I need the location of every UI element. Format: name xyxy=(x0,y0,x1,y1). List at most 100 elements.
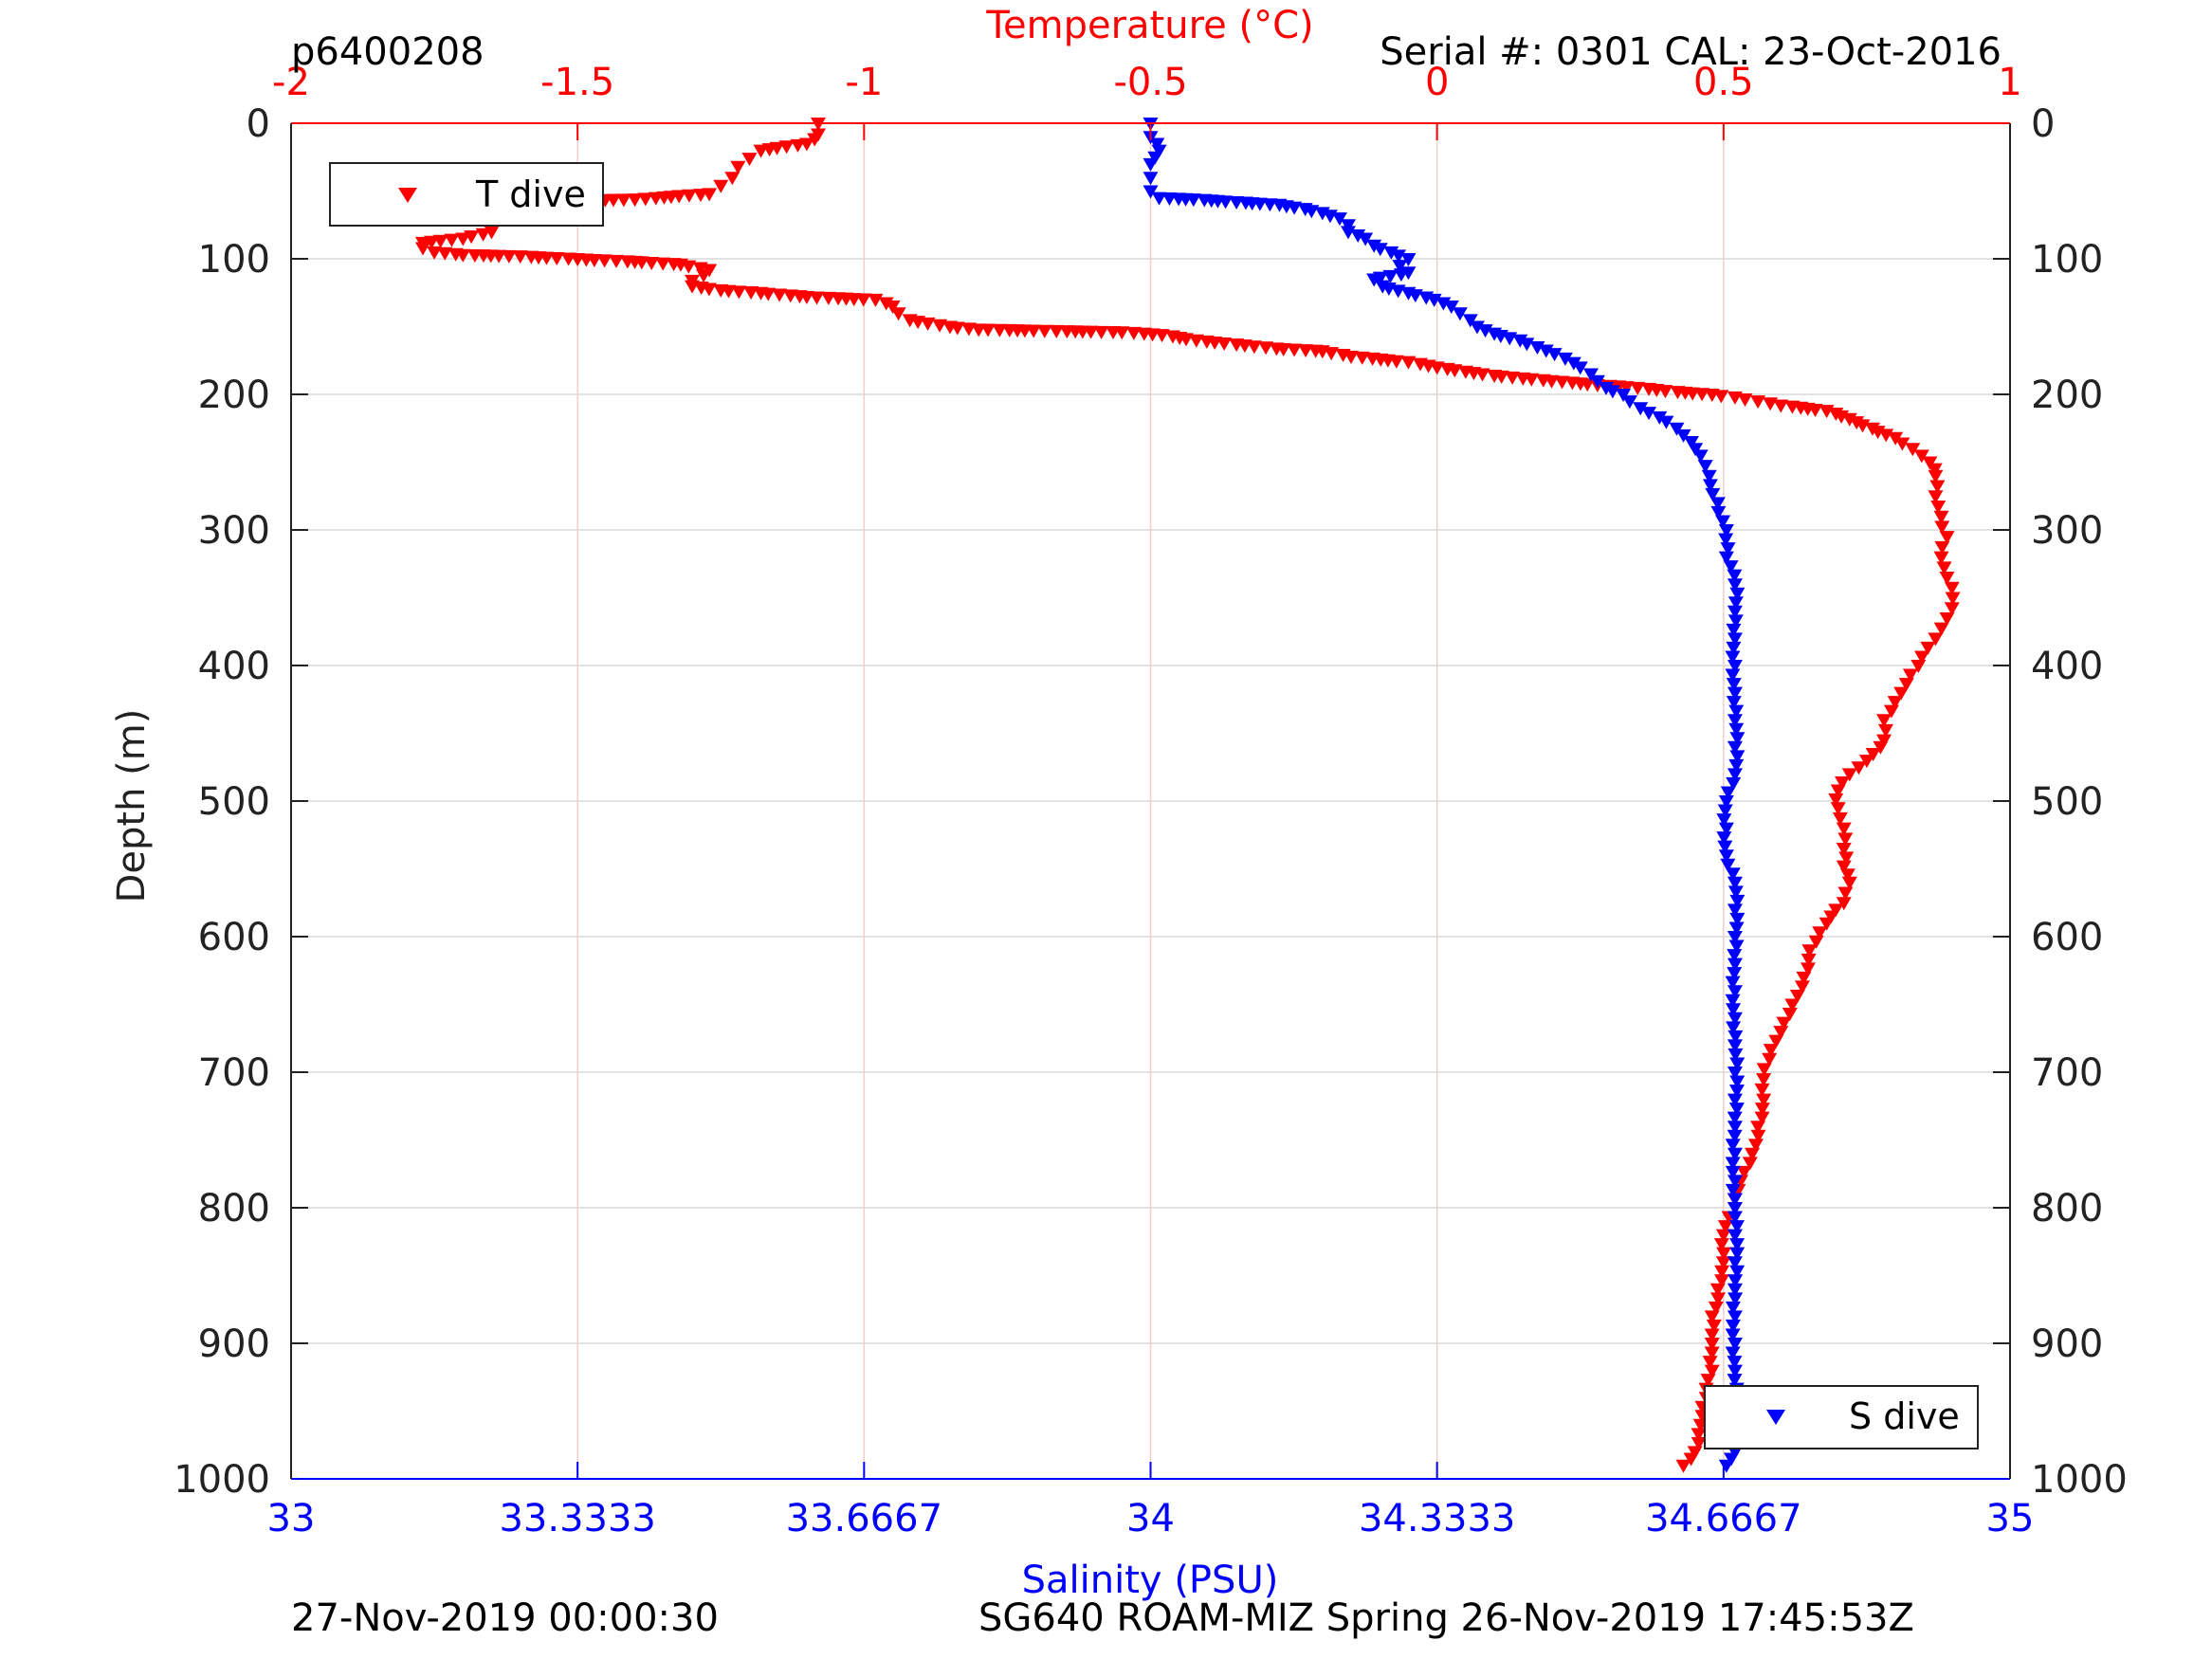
salinity-point xyxy=(1725,1165,1741,1179)
salinity-point xyxy=(1709,497,1726,511)
legend-temperature-label: T dive xyxy=(475,173,586,215)
temperature-point xyxy=(1715,1229,1731,1243)
salinity-point xyxy=(1729,750,1746,764)
temperature-point xyxy=(1913,449,1929,464)
salinity-point xyxy=(1407,289,1423,303)
salinity-point xyxy=(1149,137,1165,152)
temperature-point xyxy=(1049,324,1065,338)
y-tick-label-left: 700 xyxy=(198,1051,270,1095)
temperature-point xyxy=(790,138,806,153)
temperature-point xyxy=(414,242,430,256)
salinity-point xyxy=(1147,151,1163,165)
salinity-point xyxy=(1692,449,1709,464)
salinity-point xyxy=(1185,193,1201,208)
salinity-point xyxy=(1727,632,1743,647)
temperature-point xyxy=(696,269,712,283)
salinity-point xyxy=(1729,912,1746,926)
salinity-point xyxy=(1358,232,1374,246)
temperature-point xyxy=(1742,1157,1758,1171)
temperature-point xyxy=(890,307,906,321)
y-tick-label-right: 700 xyxy=(2031,1051,2103,1095)
y-tick-label-left: 300 xyxy=(198,509,270,553)
temperature-point xyxy=(1782,1008,1798,1022)
salinity-point xyxy=(1658,415,1674,429)
salinity-point xyxy=(1469,320,1485,335)
y-tick-label-left: 100 xyxy=(198,238,270,282)
bottom-x-tick-label: 33.3333 xyxy=(499,1497,655,1540)
temperature-point xyxy=(1275,342,1291,356)
salinity-point xyxy=(1729,1220,1746,1234)
temperature-point xyxy=(1580,378,1596,392)
salinity-point xyxy=(1512,334,1528,348)
temperature-point xyxy=(1789,989,1805,1003)
temperature-point xyxy=(1258,341,1274,356)
salinity-point xyxy=(1728,1292,1744,1306)
salinity-point xyxy=(1340,226,1356,240)
salinity-point xyxy=(1151,144,1167,158)
temperature-point xyxy=(1944,581,1960,595)
salinity-point xyxy=(1728,596,1744,611)
salinity-point xyxy=(1725,867,1741,882)
salinity-point xyxy=(1727,1202,1743,1215)
temperature-point xyxy=(1928,632,1944,647)
salinity-point xyxy=(1728,1085,1745,1099)
salinity-point xyxy=(1728,1048,1744,1062)
salinity-point xyxy=(1729,732,1746,746)
temperature-point xyxy=(1773,1026,1789,1040)
temperature-point xyxy=(1914,650,1930,665)
salinity-point xyxy=(1727,1374,1743,1388)
legend-salinity: S dive xyxy=(1704,1385,1979,1449)
temperature-point xyxy=(1756,1093,1772,1107)
temperature-point xyxy=(1773,399,1789,413)
salinity-point xyxy=(1727,660,1743,673)
temperature-point xyxy=(1036,324,1052,338)
temperature-point xyxy=(1910,660,1927,673)
salinity-point xyxy=(1252,197,1268,211)
temperature-point xyxy=(878,297,894,311)
temperature-point xyxy=(855,293,871,307)
legend-salinity-marker xyxy=(1766,1410,1785,1425)
salinity-point xyxy=(1151,191,1167,206)
salinity-point xyxy=(1727,1256,1743,1270)
temperature-point xyxy=(627,193,643,208)
temperature-point xyxy=(1216,337,1233,352)
temperature-point xyxy=(1125,326,1142,340)
salinity-point xyxy=(1443,301,1459,315)
bottom-x-tick-label: 34 xyxy=(1126,1497,1175,1540)
salinity-point xyxy=(1538,344,1554,358)
salinity-point xyxy=(1728,1274,1744,1288)
temperature-point xyxy=(637,192,653,207)
temperature-point xyxy=(820,291,836,305)
y-tick-label-right: 800 xyxy=(2031,1187,2103,1231)
temperature-point xyxy=(596,254,612,268)
temperature-series xyxy=(414,118,1961,1473)
salinity-point xyxy=(1565,356,1581,371)
salinity-point xyxy=(1683,436,1699,450)
temperature-point xyxy=(1694,388,1710,402)
temperature-point xyxy=(1717,1220,1733,1234)
temperature-point xyxy=(1026,324,1042,338)
temperature-point xyxy=(1704,1346,1720,1360)
salinity-point xyxy=(1724,1452,1740,1467)
salinity-point xyxy=(1688,443,1704,457)
top-x-tick-label: -1.5 xyxy=(540,61,614,104)
temperature-point xyxy=(1794,980,1810,994)
y-tick-label-right: 0 xyxy=(2031,102,2055,146)
salinity-point xyxy=(1725,650,1741,665)
bottom-x-tick-label: 33.6667 xyxy=(786,1497,942,1540)
temperature-point xyxy=(1246,340,1262,355)
temperature-point xyxy=(724,172,740,186)
bottom-x-tick-label: 34.6667 xyxy=(1645,1497,1801,1540)
temperature-point xyxy=(920,317,936,331)
salinity-point xyxy=(1728,614,1744,629)
salinity-point xyxy=(1641,407,1657,421)
temperature-point xyxy=(1905,443,1921,457)
salinity-point xyxy=(1727,1129,1743,1143)
salinity-point xyxy=(1217,195,1234,210)
temperature-point xyxy=(1836,860,1852,874)
y-tick-label-left: 500 xyxy=(198,780,270,824)
temperature-point xyxy=(1939,531,1955,545)
salinity-point xyxy=(1727,1066,1743,1080)
temperature-point xyxy=(807,133,823,147)
y-tick-label-left: 1000 xyxy=(174,1458,270,1502)
